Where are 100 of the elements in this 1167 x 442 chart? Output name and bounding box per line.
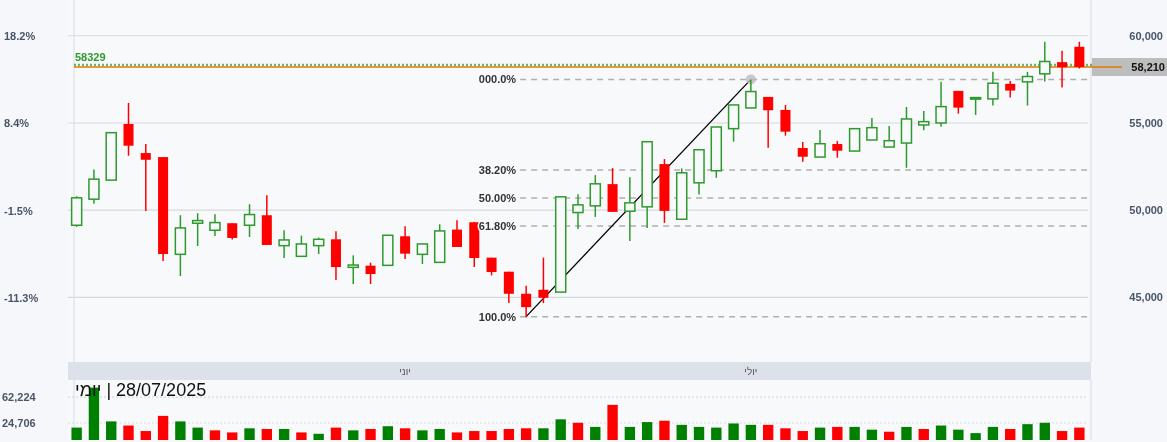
bar — [884, 431, 895, 440]
bar — [296, 432, 307, 440]
candlestick — [451, 219, 462, 248]
bar — [866, 429, 878, 440]
candlestick — [209, 213, 221, 237]
candlestick — [572, 193, 584, 230]
bar — [209, 430, 221, 440]
candlestick — [780, 104, 791, 137]
annotation: 50.00% — [478, 192, 517, 205]
candlestick — [243, 203, 256, 238]
candlestick — [400, 225, 411, 260]
candlestick — [814, 129, 826, 158]
candlestick — [538, 256, 549, 304]
annotation: 100.0% — [478, 310, 517, 323]
bar — [711, 427, 722, 440]
bar — [1056, 431, 1068, 440]
candlestick — [589, 174, 602, 218]
bar — [469, 431, 480, 440]
candlestick — [1057, 50, 1068, 89]
bar — [278, 428, 290, 440]
bar — [624, 426, 636, 440]
bar — [676, 424, 687, 440]
bar — [330, 427, 342, 440]
candlestick — [935, 81, 947, 128]
bar — [348, 430, 359, 440]
bar — [832, 426, 843, 440]
bar — [659, 420, 670, 440]
candlestick — [797, 141, 808, 163]
candlestick — [1074, 41, 1085, 70]
candlestick — [883, 125, 895, 148]
bar — [970, 433, 981, 440]
bar — [797, 431, 808, 440]
bar — [814, 427, 826, 440]
bar — [106, 421, 117, 440]
bar — [261, 428, 272, 440]
bar — [365, 428, 376, 440]
y-tick-label: 62,224 — [2, 391, 37, 404]
candlestick — [503, 270, 514, 304]
bar — [555, 419, 566, 440]
bar — [572, 422, 584, 440]
candlestick — [295, 234, 308, 258]
bar — [520, 428, 532, 440]
bar — [901, 426, 912, 440]
candlestick — [191, 212, 204, 247]
candlestick — [123, 102, 134, 157]
bar — [590, 426, 601, 440]
y2-tick-label: 18.2% — [4, 30, 36, 43]
bar — [849, 426, 860, 440]
bar — [417, 430, 428, 440]
y-tick-label: 24,706 — [2, 416, 36, 429]
candlestick — [365, 261, 376, 285]
bar — [399, 428, 411, 440]
ref-line-label: 58329 — [75, 50, 106, 63]
bar — [175, 421, 186, 440]
bar — [953, 429, 964, 440]
y-tick-label: 55,000 — [1129, 116, 1163, 129]
y2-tick-label: -1.5% — [4, 205, 33, 218]
candlestick — [140, 143, 151, 212]
candlestick — [347, 254, 360, 285]
bar — [1074, 427, 1085, 440]
ref-line-label: 58,210 — [1131, 60, 1165, 73]
bar — [538, 428, 549, 440]
candlestick — [763, 96, 774, 149]
bar — [987, 426, 999, 440]
bar — [157, 415, 169, 440]
candlestick — [1021, 71, 1034, 107]
candlestick — [918, 110, 930, 132]
y2-tick-label: -11.3% — [4, 292, 39, 305]
bar — [192, 427, 203, 440]
bar — [780, 428, 791, 440]
annotation: 28/07/2025 | יומי — [75, 380, 207, 400]
bar — [918, 428, 929, 440]
bar — [451, 432, 463, 440]
bar — [935, 425, 947, 440]
candlestick — [727, 104, 740, 143]
bar — [434, 428, 445, 440]
bar — [71, 427, 82, 440]
bar — [641, 422, 653, 440]
x-tick-label: יולי — [744, 366, 758, 377]
annotation: 61.80% — [478, 219, 517, 232]
candlestick — [521, 284, 532, 318]
candlestick — [88, 168, 100, 205]
candlestick — [624, 176, 636, 242]
x-tick-label: יוני — [399, 366, 411, 377]
candlestick — [848, 127, 861, 152]
y-tick-label: 45,000 — [1129, 291, 1163, 304]
bar — [123, 425, 134, 440]
bar — [1022, 424, 1033, 440]
bar — [745, 424, 757, 440]
bar — [1005, 428, 1016, 440]
bar — [1039, 422, 1050, 440]
candlestick — [416, 243, 429, 265]
bar — [382, 426, 394, 440]
candlestick — [987, 71, 999, 107]
annotation: 000.0% — [478, 73, 517, 86]
y-tick-label: 50,000 — [1129, 204, 1163, 217]
candlestick — [866, 117, 878, 141]
bar — [503, 428, 515, 440]
bar — [140, 431, 151, 440]
bar — [728, 423, 739, 440]
